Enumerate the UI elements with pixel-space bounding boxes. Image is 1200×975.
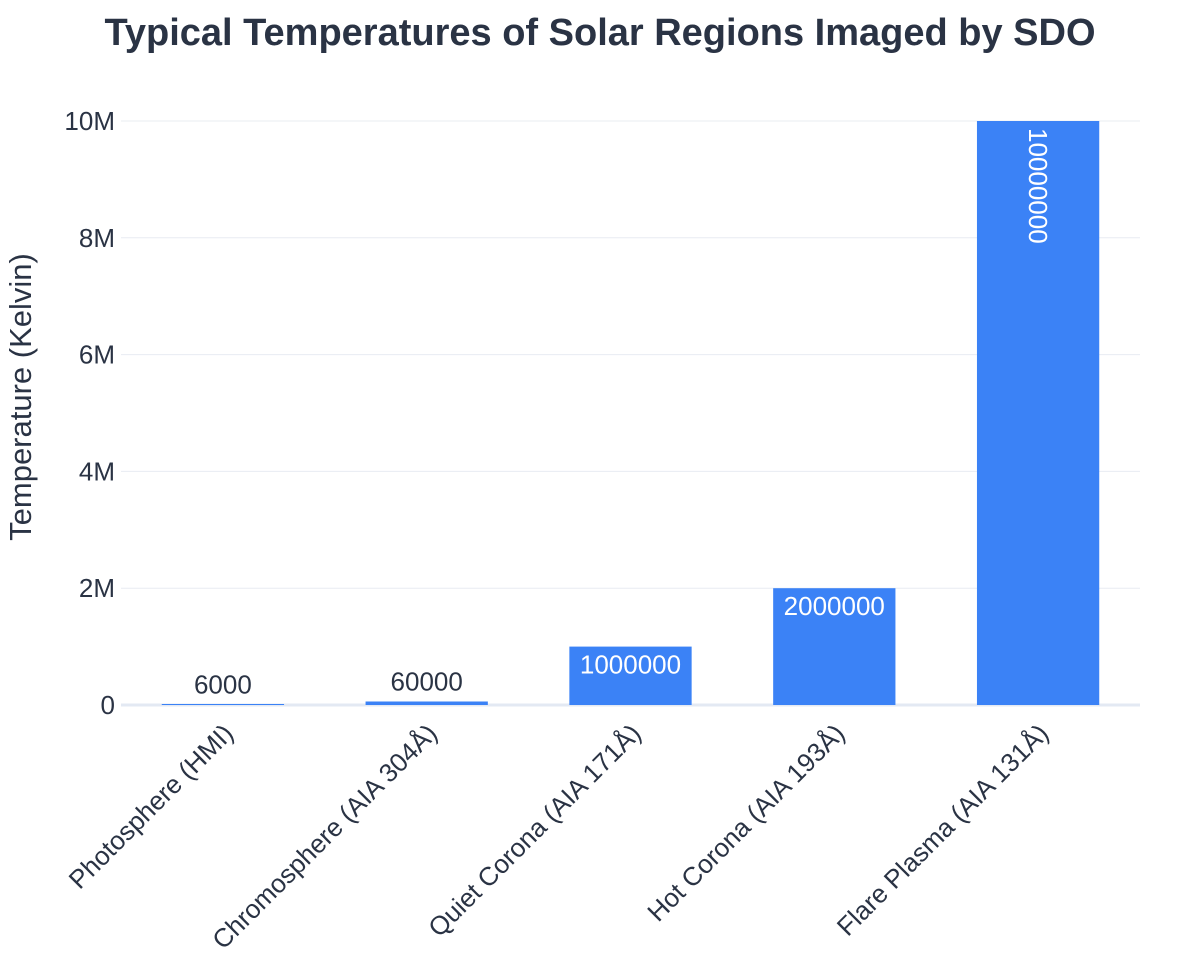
bar[interactable] bbox=[161, 704, 285, 705]
y-tick-label: 2M bbox=[79, 573, 115, 603]
x-axis-ticks: Photosphere (HMI)Chromosphere (AIA 304Å)… bbox=[63, 718, 1055, 955]
data-labels: 6000 60000 1000000 2000000 10000000 bbox=[194, 128, 1053, 700]
y-tick-label: 6M bbox=[79, 340, 115, 370]
y-axis-title: Temperature (Kelvin) bbox=[3, 253, 38, 541]
y-tick-label: 10M bbox=[64, 106, 115, 136]
data-label: 2000000 bbox=[784, 591, 885, 621]
data-label: 1000000 bbox=[580, 650, 681, 680]
data-label: 6000 bbox=[194, 670, 252, 700]
x-tick-label: Chromosphere (AIA 304Å) bbox=[206, 718, 443, 955]
bar[interactable] bbox=[569, 646, 692, 705]
y-tick-label: 4M bbox=[79, 456, 115, 486]
data-label: 60000 bbox=[391, 666, 463, 696]
y-tick-label: 8M bbox=[79, 223, 115, 253]
x-tick-label: Quiet Corona (AIA 171Å) bbox=[422, 718, 647, 943]
bar[interactable] bbox=[365, 701, 488, 705]
x-tick-label: Flare Plasma (AIA 131Å) bbox=[831, 718, 1055, 942]
bar[interactable] bbox=[773, 588, 896, 705]
y-axis-ticks: 0 2M 4M 6M 8M 10M bbox=[64, 106, 115, 720]
bars bbox=[161, 121, 1100, 705]
x-tick-label: Photosphere (HMI) bbox=[63, 718, 240, 895]
bar[interactable] bbox=[976, 121, 1100, 705]
x-tick-label: Hot Corona (AIA 193Å) bbox=[641, 718, 850, 927]
y-tick-label: 0 bbox=[101, 690, 115, 720]
chart-title: Typical Temperatures of Solar Regions Im… bbox=[104, 12, 1095, 54]
data-label: 10000000 bbox=[1023, 128, 1053, 244]
